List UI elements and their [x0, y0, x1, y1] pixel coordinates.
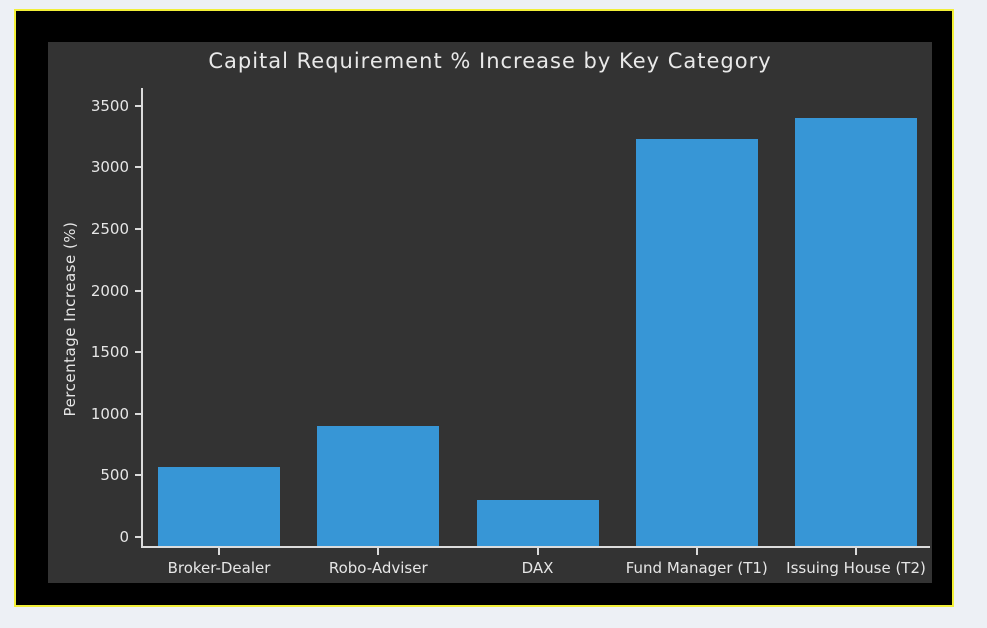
chart-figure: Capital Requirement % Increase by Key Ca…: [48, 42, 932, 583]
y-axis-line: [141, 88, 143, 548]
chart-title: Capital Requirement % Increase by Key Ca…: [208, 49, 772, 73]
x-tick: [695, 548, 698, 555]
y-tick-label: 2000: [90, 281, 129, 300]
y-tick-label: 1000: [90, 404, 129, 423]
y-tick: [135, 228, 143, 230]
x-tick: [536, 548, 539, 555]
value-bar: [158, 467, 280, 548]
x-tick: [377, 548, 380, 555]
value-bar: [635, 138, 758, 548]
x-tick-label: Issuing House (T2): [786, 559, 926, 577]
x-tick-label: Fund Manager (T1): [625, 559, 768, 577]
y-tick: [135, 474, 143, 477]
plot-area: 0 500 1000 1500 2000 2500 3000 3500 Broker-Deale…: [48, 42, 932, 583]
x-tick-label: Broker-Dealer: [167, 559, 271, 577]
x-tick-label: DAX: [521, 559, 554, 577]
y-tick-label: 500: [100, 466, 129, 485]
y-tick: [135, 536, 143, 538]
y-tick: [135, 104, 143, 107]
x-tick-label: Robo-Adviser: [328, 559, 428, 577]
x-axis-line: [141, 546, 930, 548]
x-tick: [218, 548, 220, 555]
y-tick: [135, 289, 143, 292]
y-tick-label: 2500: [90, 220, 129, 238]
x-tick: [855, 548, 857, 555]
y-tick-label: 0: [119, 528, 129, 546]
screenshot-frame: Capital Requirement % Increase by Key Ca…: [14, 9, 954, 607]
y-tick: [135, 412, 143, 415]
y-tick-label: 3000: [90, 158, 129, 177]
y-tick: [135, 166, 143, 169]
value-bar: [476, 500, 599, 548]
y-tick-label: 1500: [90, 343, 129, 362]
y-tick-label: 3500: [90, 96, 129, 115]
value-bar: [795, 118, 917, 548]
y-tick: [135, 351, 143, 354]
value-bar: [317, 426, 440, 548]
